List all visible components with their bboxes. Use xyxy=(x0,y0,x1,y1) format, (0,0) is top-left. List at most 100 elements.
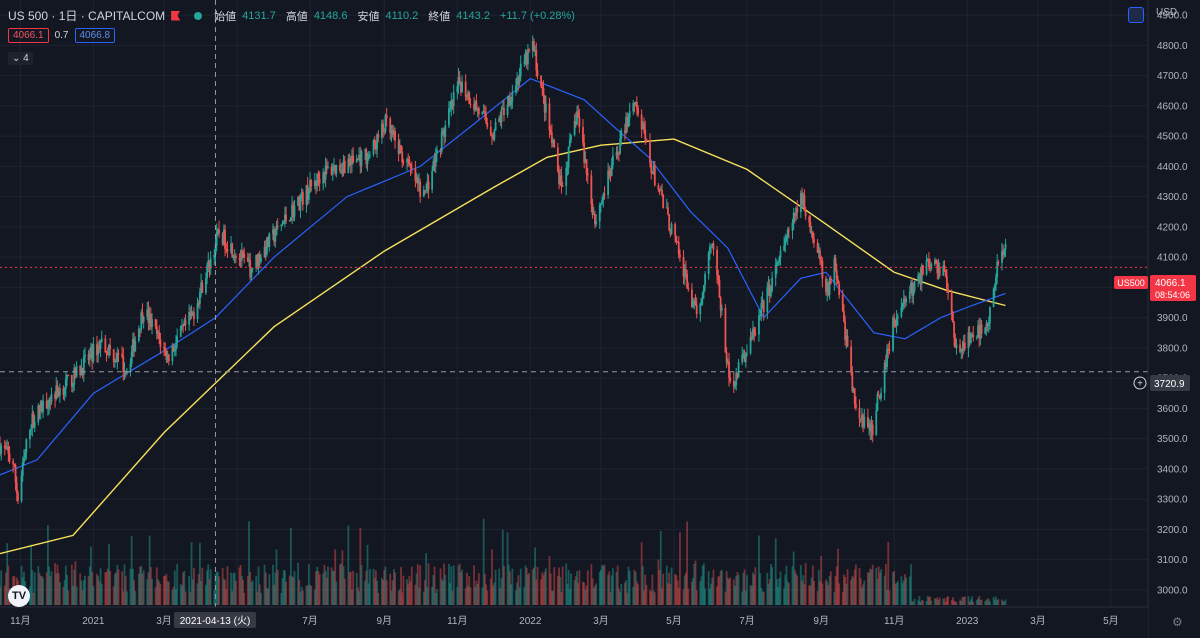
candle-body xyxy=(565,168,568,187)
candle-body xyxy=(804,211,807,217)
volume-bar xyxy=(98,581,101,605)
volume-bar xyxy=(124,576,127,605)
high-value: 4148.6 xyxy=(313,9,348,22)
symbol-title[interactable]: US 500 · 1日 · CAPITALCOM xyxy=(8,9,166,23)
candle-body xyxy=(191,312,194,314)
volume-bar xyxy=(718,576,721,605)
candle-body xyxy=(515,85,517,93)
volume-bar xyxy=(877,566,880,605)
candle-body xyxy=(853,388,856,404)
volume-bar xyxy=(431,586,434,605)
sell-price-button[interactable]: 4066.1 xyxy=(8,28,49,43)
candle-body xyxy=(777,261,780,263)
candle-body xyxy=(151,319,153,327)
candle-body xyxy=(886,348,888,367)
candle-body xyxy=(347,158,350,174)
volume-bar xyxy=(675,575,678,605)
candle-body xyxy=(959,344,961,352)
candle-body xyxy=(962,342,965,352)
volume-bar xyxy=(181,585,183,605)
candle-body xyxy=(702,285,705,293)
candle-body xyxy=(578,117,581,128)
volume-bar xyxy=(376,580,378,605)
flag-icon[interactable] xyxy=(171,10,181,21)
volume-bar xyxy=(359,527,362,605)
price-tick-label: 3900.0 xyxy=(1157,313,1188,324)
candle-body xyxy=(558,171,560,184)
candle-body xyxy=(668,214,671,231)
candle-body xyxy=(573,121,576,136)
candle-body xyxy=(137,328,140,341)
volume-bar xyxy=(442,580,444,605)
gear-icon[interactable]: ⚙ xyxy=(1172,615,1183,629)
volume-bar xyxy=(123,564,126,605)
volume-bar xyxy=(913,598,916,605)
chart-legend-header: US 500 · 1日 · CAPITALCOM 始値 4131.7 高値 4148… xyxy=(8,7,579,24)
volume-bar xyxy=(315,571,317,605)
volume-bar xyxy=(473,565,475,605)
candle-body xyxy=(550,132,553,144)
add-alert-icon[interactable] xyxy=(1133,376,1147,390)
tradingview-logo-icon[interactable]: TV xyxy=(8,585,30,607)
volume-bar xyxy=(274,572,277,605)
candle-body xyxy=(426,181,429,190)
volume-bar xyxy=(561,566,564,605)
candle-body xyxy=(884,362,887,367)
volume-bar xyxy=(335,581,338,605)
volume-bar xyxy=(813,580,815,605)
candle-body xyxy=(523,61,526,64)
volume-bar xyxy=(741,591,744,605)
candle-body xyxy=(231,243,234,258)
volume-bar xyxy=(182,572,185,605)
volume-bar xyxy=(926,596,929,605)
buy-price-button[interactable]: 4066.8 xyxy=(74,28,116,43)
volume-bar xyxy=(434,592,437,605)
candle-body xyxy=(594,214,596,225)
volume-bar xyxy=(257,566,260,605)
volume-bar xyxy=(347,525,350,605)
candle-body xyxy=(115,360,118,363)
volume-bar xyxy=(567,569,570,605)
volume-bar xyxy=(50,571,53,605)
candle-body xyxy=(628,111,631,119)
candle-body xyxy=(193,312,195,320)
candle-body xyxy=(407,159,410,161)
candle-body xyxy=(234,255,237,259)
candle-body xyxy=(222,229,225,245)
candle-body xyxy=(525,52,528,65)
candle-body xyxy=(989,307,991,324)
candle-body xyxy=(783,245,785,251)
candle-body xyxy=(1001,251,1003,263)
volume-bar xyxy=(620,584,623,605)
candle-body xyxy=(837,279,839,284)
candle-body xyxy=(694,300,697,305)
volume-bar xyxy=(608,571,611,605)
volume-bar xyxy=(855,564,857,605)
candle-body xyxy=(560,175,563,186)
candle-body xyxy=(266,237,268,255)
candle-body xyxy=(475,101,478,110)
volume-bar xyxy=(676,580,679,605)
volume-bar xyxy=(342,566,345,605)
volume-bar xyxy=(511,568,514,605)
volume-bar xyxy=(30,544,33,605)
candle-body xyxy=(305,185,308,205)
volume-bar xyxy=(324,570,327,605)
volume-bar xyxy=(760,587,763,605)
crosshair-price-badge xyxy=(1150,375,1190,391)
price-tick-label: 3100.0 xyxy=(1157,555,1188,566)
indicators-toggle-button[interactable]: ⌄ 4 xyxy=(8,52,33,65)
candle-body xyxy=(741,354,744,363)
volume-bar xyxy=(633,569,636,605)
volume-bar xyxy=(615,571,618,605)
current-price-label: US500 4066.1 08:54:06 xyxy=(1114,275,1196,301)
candle-body xyxy=(149,313,152,327)
layout-toggle-icon[interactable] xyxy=(1128,7,1144,23)
volume-bar xyxy=(989,601,991,605)
volume-bar xyxy=(519,568,522,605)
candle-body xyxy=(485,114,487,123)
volume-bar xyxy=(291,576,293,605)
candle-body xyxy=(811,231,814,240)
volume-bar xyxy=(163,575,165,605)
